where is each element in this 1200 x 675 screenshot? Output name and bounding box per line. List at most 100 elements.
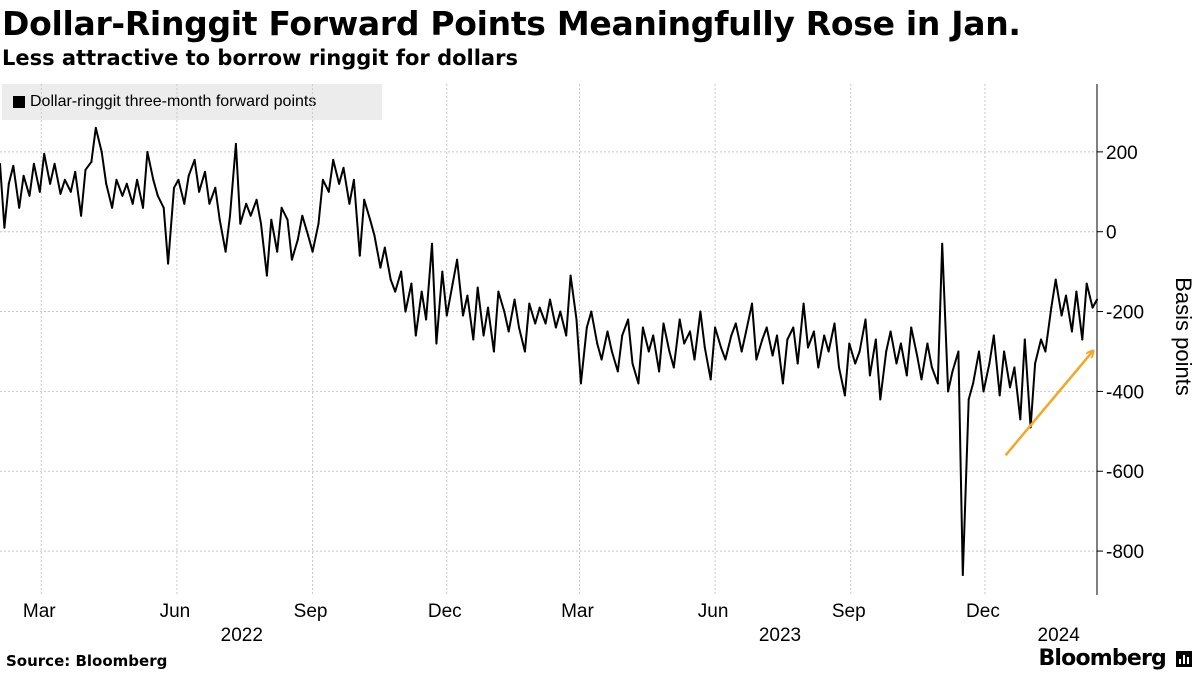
data-point — [193, 158, 196, 161]
data-point — [425, 318, 428, 321]
data-point — [930, 366, 933, 369]
data-point — [559, 310, 562, 313]
data-point — [115, 178, 118, 181]
data-point — [389, 278, 392, 281]
series-line — [0, 126, 1098, 576]
data-point — [683, 342, 686, 345]
data-point — [745, 330, 748, 333]
data-point — [203, 170, 206, 173]
data-point — [404, 310, 407, 313]
data-point — [373, 234, 376, 237]
data-point — [28, 194, 31, 197]
data-point — [781, 382, 784, 385]
x-tick-label: Sep — [294, 601, 328, 622]
data-point — [662, 322, 665, 325]
data-point — [672, 366, 675, 369]
data-point — [49, 182, 52, 185]
x-tick-label: Dec — [428, 601, 462, 622]
data-point — [703, 346, 706, 349]
data-point — [699, 310, 702, 313]
data-point — [905, 374, 908, 377]
legend: Dollar-ringgit three-month forward point… — [2, 84, 382, 120]
data-point — [74, 170, 77, 173]
data-point — [1039, 338, 1042, 341]
data-point — [771, 354, 774, 357]
data-point — [714, 326, 717, 329]
data-point — [431, 242, 434, 245]
data-point — [978, 350, 981, 353]
data-point — [445, 314, 448, 317]
data-point — [265, 274, 268, 277]
y-tick-label: 0 — [1106, 223, 1117, 244]
data-point — [807, 346, 810, 349]
data-point — [286, 218, 289, 221]
data-point — [961, 574, 964, 577]
data-point — [59, 192, 62, 195]
x-tick-label: Mar — [561, 601, 594, 622]
data-point — [885, 350, 888, 353]
legend-swatch — [13, 96, 25, 108]
data-point — [255, 198, 258, 201]
data-point — [420, 290, 423, 293]
data-point — [410, 282, 413, 285]
data-point — [352, 178, 355, 181]
data-point — [400, 270, 403, 273]
data-point — [817, 366, 820, 369]
data-point — [689, 330, 692, 333]
data-point — [259, 222, 262, 225]
data-point — [720, 346, 723, 349]
data-point — [301, 214, 304, 217]
data-point — [503, 310, 506, 313]
data-point — [53, 162, 56, 165]
annotation-arrow — [1004, 351, 1093, 457]
data-point — [290, 258, 293, 261]
data-point — [641, 326, 644, 329]
data-point — [652, 334, 655, 337]
data-point — [920, 378, 923, 381]
y-tick-label: -200 — [1106, 303, 1144, 324]
data-point — [131, 202, 134, 205]
data-point — [249, 214, 252, 217]
legend-label: Dollar-ringgit three-month forward point… — [30, 93, 317, 110]
data-point — [518, 326, 521, 329]
data-point — [610, 350, 613, 353]
data-point — [187, 174, 190, 177]
data-point — [585, 326, 588, 329]
data-point — [972, 382, 975, 385]
data-point — [1023, 338, 1026, 341]
data-point — [296, 238, 299, 241]
data-point — [162, 206, 165, 209]
y-tick-label: -400 — [1106, 382, 1144, 403]
data-point — [802, 302, 805, 305]
data-point — [3, 226, 6, 229]
data-point — [647, 350, 650, 353]
y-axis-label: Basis points — [1171, 277, 1196, 396]
data-point — [889, 330, 892, 333]
data-point — [796, 362, 799, 365]
data-point — [523, 350, 526, 353]
y-tick-label: 200 — [1106, 143, 1138, 164]
data-point — [823, 334, 826, 337]
data-point — [957, 350, 960, 353]
data-point — [121, 194, 124, 197]
data-point — [1085, 282, 1088, 285]
data-point — [487, 306, 490, 309]
data-point — [854, 362, 857, 365]
data-point — [321, 178, 324, 181]
data-point — [379, 266, 382, 269]
x-tick-label: Mar — [23, 601, 56, 622]
data-point — [466, 294, 469, 297]
data-point — [1075, 290, 1078, 293]
data-point — [497, 290, 500, 293]
data-point — [1065, 294, 1068, 297]
data-point — [472, 338, 475, 341]
data-point — [276, 250, 279, 253]
data-point — [94, 126, 97, 129]
data-point — [596, 342, 599, 345]
data-point — [218, 218, 221, 221]
data-point — [1081, 338, 1084, 341]
data-point — [988, 362, 991, 365]
data-point — [482, 334, 485, 337]
data-point — [492, 350, 495, 353]
